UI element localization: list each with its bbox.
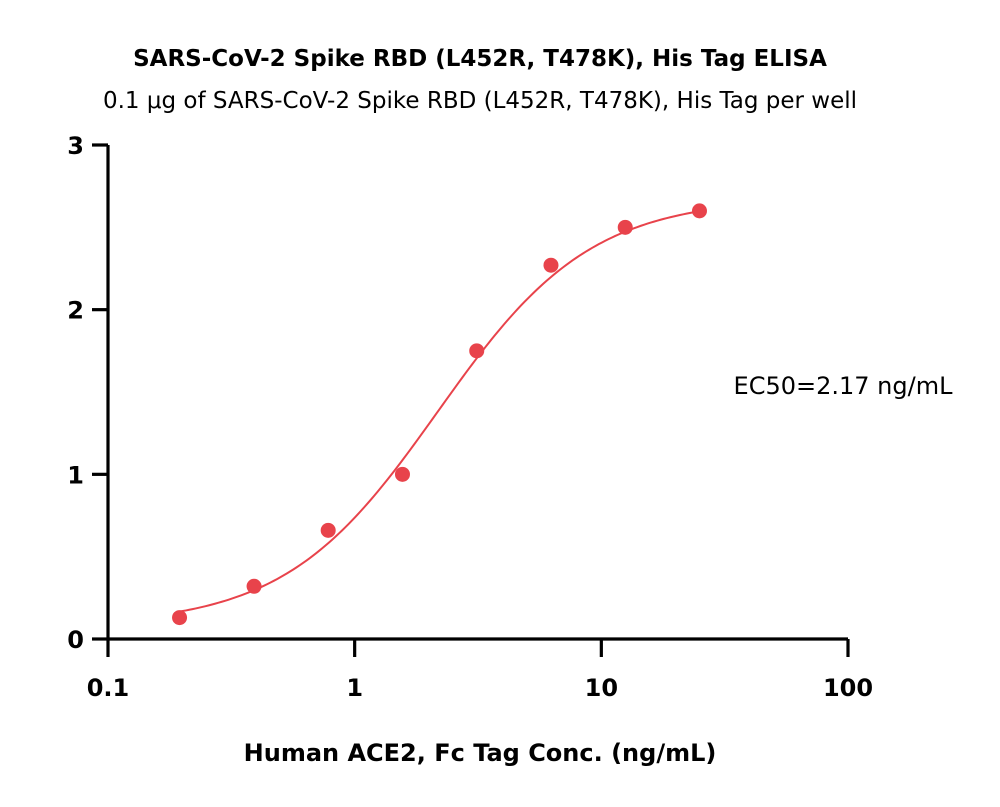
ec50-annotation: EC50=2.17 ng/mL	[734, 372, 954, 400]
data-point	[394, 466, 410, 482]
data-point	[320, 522, 336, 538]
axes: 0 1 2 3 0.1 1 10 100	[67, 132, 873, 702]
fit-curve	[179, 210, 700, 613]
y-tick-label: 1	[67, 461, 84, 489]
data-point	[469, 343, 485, 359]
data-points-layer	[172, 203, 707, 626]
y-tick-label: 0	[67, 626, 84, 654]
data-point	[246, 578, 262, 594]
x-tick-label: 10	[585, 674, 618, 702]
x-axis-label: Human ACE2, Fc Tag Conc. (ng/mL)	[244, 739, 717, 767]
chart-subtitle: 0.1 μg of SARS-CoV-2 Spike RBD (L452R, T…	[103, 88, 857, 114]
chart-title: SARS-CoV-2 Spike RBD (L452R, T478K), His…	[133, 46, 827, 72]
fit-curve-layer	[179, 210, 700, 613]
data-point	[543, 257, 559, 273]
x-tick-label: 0.1	[87, 674, 130, 702]
x-tick-label: 100	[823, 674, 873, 702]
y-tick-label: 3	[67, 132, 84, 160]
data-point	[617, 219, 633, 235]
y-tick-label: 2	[67, 297, 84, 325]
data-point	[691, 203, 707, 219]
data-point	[172, 610, 188, 626]
x-tick-label: 1	[346, 674, 363, 702]
